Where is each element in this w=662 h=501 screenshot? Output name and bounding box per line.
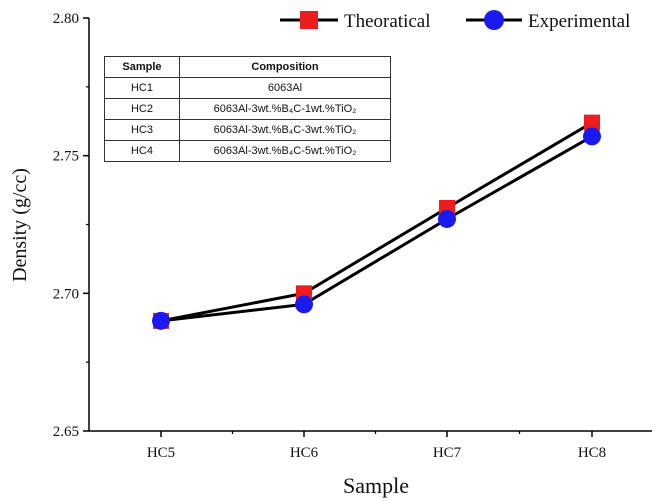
table-cell-composition: 6063Al-3wt.%B₄C-5wt.%TiO₂ xyxy=(179,140,391,162)
y-axis-title: Density (g/cc) xyxy=(9,168,31,282)
table-row: HC4 6063Al-3wt.%B₄C-5wt.%TiO₂ xyxy=(104,140,391,162)
legend-marker-experimental xyxy=(484,10,504,30)
data-point-theoratical xyxy=(584,114,600,131)
x-tick-label: HC5 xyxy=(147,445,175,461)
table-row: HC2 6063Al-3wt.%B₄C-1wt.%TiO₂ xyxy=(104,98,391,120)
legend-label-experimental: Experimental xyxy=(528,11,630,32)
series-line-theoratical xyxy=(160,121,593,323)
x-axis-title: Sample xyxy=(343,473,409,498)
table-cell-sample: HC2 xyxy=(104,98,180,120)
x-tick-label: HC8 xyxy=(578,445,606,461)
y-tick-label: 2.70 xyxy=(53,286,79,302)
series xyxy=(152,114,601,330)
legend: Theoratical Experimental xyxy=(280,10,630,32)
table-cell-composition: 6063Al-3wt.%B₄C-3wt.%TiO₂ xyxy=(179,119,391,141)
data-point-experimental xyxy=(438,209,456,228)
x-tick-label: HC7 xyxy=(433,445,462,461)
table-cell-composition: 6063Al-3wt.%B₄C-1wt.%TiO₂ xyxy=(179,98,391,120)
table-cell-sample: HC3 xyxy=(104,119,180,141)
y-tick-label: 2.80 xyxy=(53,11,79,27)
composition-table: Sample Composition HC1 6063Al HC2 6063Al… xyxy=(104,56,391,162)
table-header-sample: Sample xyxy=(104,56,180,78)
data-point-experimental xyxy=(152,311,170,330)
data-point-experimental xyxy=(295,295,313,314)
legend-marker-theoratical xyxy=(300,11,318,29)
table-cell-composition: 6063Al xyxy=(179,77,391,99)
x-tick-label: HC6 xyxy=(290,445,319,461)
data-point-experimental xyxy=(583,127,601,146)
table-cell-sample: HC1 xyxy=(104,77,180,99)
legend-label-theoratical: Theoratical xyxy=(344,11,431,32)
ticks: 2.65 2.70 2.75 2.80 HC5 HC6 HC7 HC8 xyxy=(53,11,606,461)
y-tick-label: 2.75 xyxy=(53,149,79,165)
table-header-row: Sample Composition xyxy=(104,56,391,78)
table-row: HC3 6063Al-3wt.%B₄C-3wt.%TiO₂ xyxy=(104,119,391,141)
table-row: HC1 6063Al xyxy=(104,77,391,99)
y-tick-label: 2.65 xyxy=(53,424,79,440)
table-cell-sample: HC4 xyxy=(104,140,180,162)
series-line-experimental xyxy=(160,135,593,323)
table-header-composition: Composition xyxy=(179,56,391,78)
